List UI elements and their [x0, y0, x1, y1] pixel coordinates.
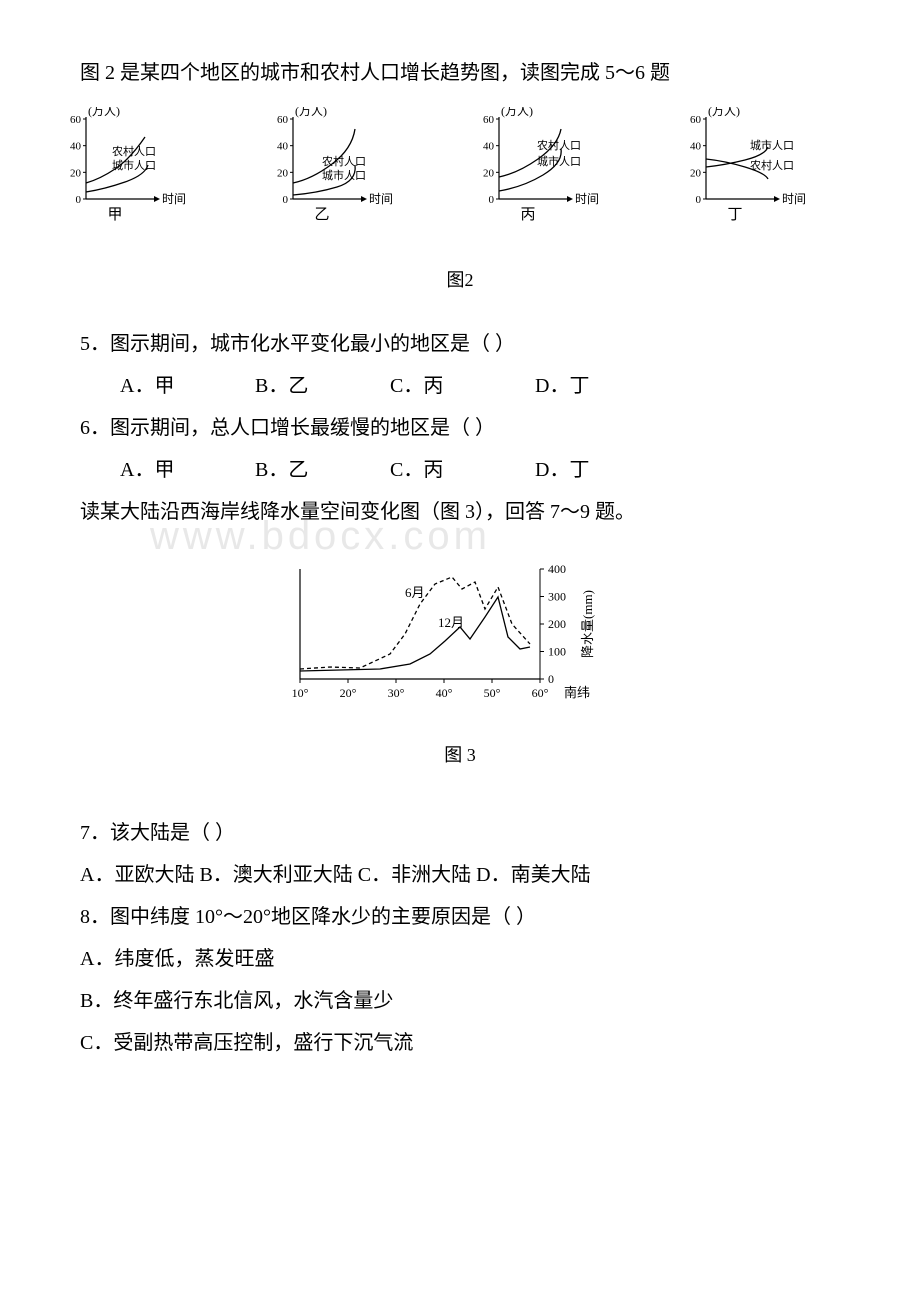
svg-text:20: 20: [277, 167, 289, 179]
figure-2-row: 0204060(万人)时间农村人口城市人口甲0204060(万人)时间农村人口城…: [40, 107, 880, 250]
svg-text:丙: 丙: [521, 207, 536, 223]
q5-opt-b: B．乙: [215, 367, 345, 405]
svg-text:(万人): (万人): [708, 107, 740, 118]
svg-text:200: 200: [548, 617, 566, 631]
svg-text:时间: 时间: [575, 192, 599, 206]
svg-text:农村人口: 农村人口: [322, 154, 366, 168]
question-5-options: A．甲 B．乙 C．丙 D．丁: [40, 367, 880, 405]
svg-text:100: 100: [548, 645, 566, 659]
svg-text:城市人口: 城市人口: [322, 168, 366, 182]
q6-opt-b: B．乙: [215, 451, 345, 489]
question-8-opt-b: B．终年盛行东北信风，水汽含量少: [40, 982, 880, 1020]
figure-3-caption: 图 3: [40, 738, 880, 772]
svg-text:0: 0: [76, 194, 82, 206]
question-6-text: 6．图示期间，总人口增长最缓慢的地区是（ ）: [40, 409, 880, 447]
svg-text:时间: 时间: [369, 192, 393, 206]
svg-text:40°: 40°: [436, 686, 453, 700]
q5-opt-d: D．丁: [495, 367, 589, 405]
svg-text:300: 300: [548, 590, 566, 604]
svg-text:20: 20: [70, 167, 82, 179]
q5-opt-c: C．丙: [350, 367, 490, 405]
svg-text:农村人口: 农村人口: [112, 144, 156, 158]
question-6-options: A．甲 B．乙 C．丙 D．丁: [40, 451, 880, 489]
svg-text:12月: 12月: [438, 615, 464, 630]
svg-text:时间: 时间: [782, 192, 806, 206]
svg-text:40: 40: [690, 141, 702, 153]
svg-text:0: 0: [282, 194, 288, 206]
q6-opt-c: C．丙: [350, 451, 490, 489]
svg-text:农村人口: 农村人口: [750, 158, 794, 172]
svg-text:50°: 50°: [484, 686, 501, 700]
svg-text:20: 20: [483, 167, 495, 179]
question-8-text: 8．图中纬度 10°～20°地区降水少的主要原因是（ ）: [40, 898, 880, 936]
svg-text:城市人口: 城市人口: [112, 158, 156, 172]
svg-text:60: 60: [483, 114, 495, 126]
svg-text:乙: 乙: [314, 207, 329, 223]
svg-text:6月: 6月: [405, 585, 425, 600]
svg-text:时间: 时间: [162, 192, 186, 206]
svg-text:40: 40: [483, 141, 495, 153]
question-8-opt-c: C．受副热带高压控制，盛行下沉气流: [40, 1024, 880, 1062]
question-7-options: A．亚欧大陆 B．澳大利亚大陆 C．非洲大陆 D．南美大陆: [40, 856, 880, 894]
question-7-text: 7．该大陆是（ ）: [40, 814, 880, 852]
svg-text:南纬: 南纬: [564, 685, 590, 700]
svg-text:60°: 60°: [532, 686, 549, 700]
figure-3-chart: 0 100 200 300 400 10° 20° 30° 40° 50° 60° 南纬 降水量(mm)…: [280, 549, 640, 719]
svg-text:(万人): (万人): [88, 107, 120, 118]
q6-opt-a: A．甲: [80, 451, 210, 489]
svg-text:0: 0: [489, 194, 495, 206]
question-5-text: 5．图示期间，城市化水平变化最小的地区是（ ）: [40, 325, 880, 363]
svg-text:60: 60: [70, 114, 82, 126]
svg-text:60: 60: [277, 114, 289, 126]
svg-text:(万人): (万人): [501, 107, 533, 118]
svg-text:降水量(mm): 降水量(mm): [580, 590, 595, 658]
svg-text:农村人口: 农村人口: [537, 138, 581, 152]
question-8-opt-a: A．纬度低，蒸发旺盛: [40, 940, 880, 978]
svg-text:城市人口: 城市人口: [537, 154, 581, 168]
svg-text:城市人口: 城市人口: [750, 138, 794, 152]
svg-text:400: 400: [548, 562, 566, 576]
figure-2-caption: 图2: [40, 263, 880, 297]
figure-3-container: 0 100 200 300 400 10° 20° 30° 40° 50° 60° 南纬 降水量(mm)…: [40, 549, 880, 772]
svg-text:60: 60: [690, 114, 702, 126]
q5-opt-a: A．甲: [80, 367, 210, 405]
svg-text:40: 40: [277, 141, 289, 153]
svg-text:40: 40: [70, 141, 82, 153]
svg-text:0: 0: [548, 672, 554, 686]
svg-text:20°: 20°: [340, 686, 357, 700]
svg-text:10°: 10°: [292, 686, 309, 700]
intro-text-1: 图 2 是某四个地区的城市和农村人口增长趋势图，读图完成 5～6 题: [40, 54, 880, 92]
svg-text:0: 0: [695, 194, 701, 206]
intro-text-2: 读某大陆沿西海岸线降水量空间变化图（图 3），回答 7～9 题。: [40, 493, 880, 531]
svg-text:20: 20: [690, 167, 702, 179]
q6-opt-d: D．丁: [495, 451, 589, 489]
svg-text:30°: 30°: [388, 686, 405, 700]
svg-text:丁: 丁: [727, 207, 742, 223]
svg-text:甲: 甲: [107, 207, 122, 223]
svg-text:(万人): (万人): [295, 107, 327, 118]
